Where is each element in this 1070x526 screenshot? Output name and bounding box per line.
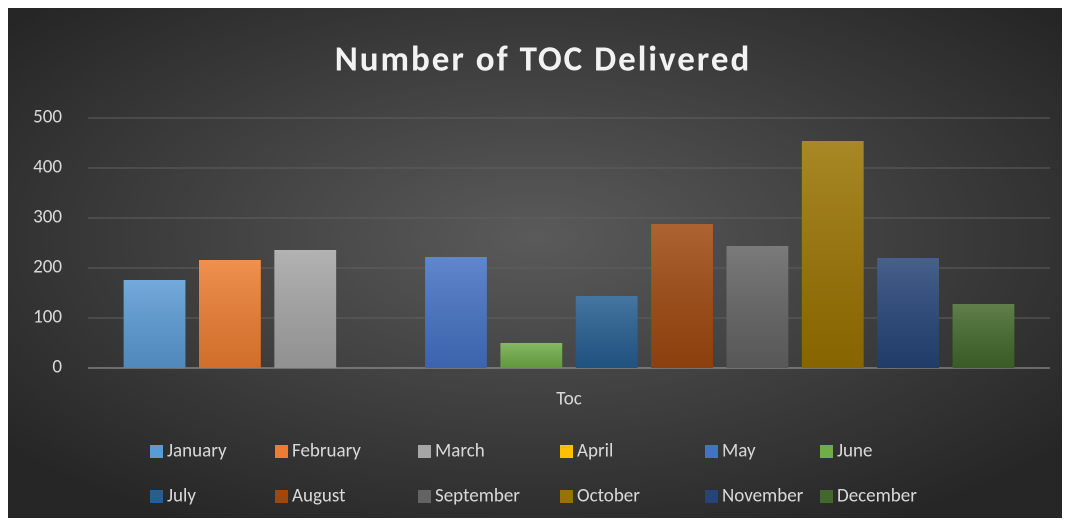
legend-swatch bbox=[560, 490, 573, 503]
legend-swatch bbox=[820, 445, 833, 458]
legend-swatch bbox=[560, 445, 573, 458]
legend-swatch bbox=[275, 445, 288, 458]
bar-shading bbox=[575, 296, 638, 368]
y-tick-label: 400 bbox=[33, 156, 62, 179]
legend-swatch bbox=[150, 445, 163, 458]
legend-swatch bbox=[150, 490, 163, 503]
bar-shading bbox=[726, 246, 789, 368]
y-tick-label: 500 bbox=[33, 106, 62, 129]
bar-shading bbox=[425, 257, 487, 368]
y-tick-label: 200 bbox=[33, 256, 62, 279]
bar-shading bbox=[651, 224, 713, 368]
legend-swatch bbox=[705, 490, 718, 503]
bar-shading bbox=[198, 260, 261, 368]
x-tick-label: Toc bbox=[556, 388, 582, 411]
bar-shading bbox=[952, 304, 1015, 368]
legend-swatch bbox=[418, 445, 431, 458]
legend-label: January bbox=[167, 440, 227, 463]
legend-swatch bbox=[418, 490, 431, 503]
y-tick-label: 0 bbox=[52, 356, 62, 379]
bar-shading bbox=[500, 343, 563, 368]
bar-shading bbox=[123, 280, 186, 368]
legend-label: June bbox=[837, 440, 872, 463]
legend-label: March bbox=[435, 440, 485, 463]
legend-label: October bbox=[577, 485, 640, 508]
legend-swatch bbox=[820, 490, 833, 503]
legend-label: February bbox=[292, 440, 361, 463]
bar-shading bbox=[801, 141, 864, 368]
legend-label: November bbox=[722, 485, 804, 508]
legend-label: July bbox=[167, 485, 196, 508]
legend-label: August bbox=[292, 485, 346, 508]
legend-swatch bbox=[705, 445, 718, 458]
chart-title: Number of TOC Delivered bbox=[335, 38, 752, 80]
y-tick-label: 300 bbox=[33, 206, 62, 229]
legend-label: April bbox=[577, 440, 613, 463]
legend-label: May bbox=[722, 440, 756, 463]
legend-swatch bbox=[275, 490, 288, 503]
bar-shading bbox=[274, 250, 337, 368]
legend-label: December bbox=[837, 485, 917, 508]
legend-label: September bbox=[435, 485, 520, 508]
y-tick-label: 100 bbox=[33, 306, 62, 329]
bar-shading bbox=[877, 258, 940, 368]
